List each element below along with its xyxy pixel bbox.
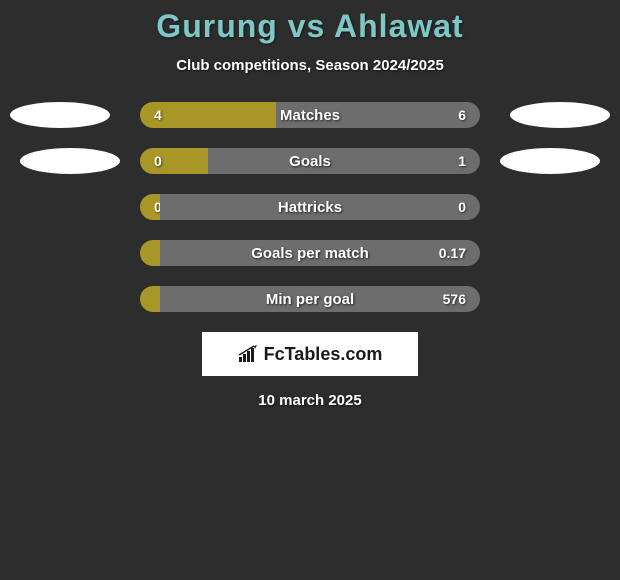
value-text: 1 [458, 153, 466, 169]
value-text: 576 [443, 291, 466, 307]
logo-text: FcTables.com [264, 344, 383, 365]
stat-left-value [140, 240, 160, 266]
stat-right-value: 1 [208, 148, 480, 174]
stat-left-value: 4 [140, 102, 276, 128]
player-right-marker [500, 148, 600, 174]
bar-chart-icon [238, 345, 260, 363]
stat-left-value: 0 [140, 148, 208, 174]
page-title: Gurung vs Ahlawat [0, 0, 620, 45]
logo: FcTables.com [238, 344, 383, 365]
stat-bar: 4 6 Matches [140, 102, 480, 128]
stat-left-value [140, 286, 160, 312]
stat-bar: 0 0 Hattricks [140, 194, 480, 220]
stat-row: 576 Min per goal [0, 286, 620, 312]
stat-row: 0.17 Goals per match [0, 240, 620, 266]
comparison-chart: 4 6 Matches 0 1 Goals 0 0 Hattricks 0.17… [0, 102, 620, 312]
stat-row: 4 6 Matches [0, 102, 620, 128]
player-right-marker [510, 102, 610, 128]
stat-row: 0 1 Goals [0, 148, 620, 174]
stat-right-value: 0 [160, 194, 480, 220]
page-subtitle: Club competitions, Season 2024/2025 [0, 57, 620, 74]
stat-right-value: 6 [276, 102, 480, 128]
date-text: 10 march 2025 [0, 392, 620, 409]
stat-right-value: 576 [160, 286, 480, 312]
stat-row: 0 0 Hattricks [0, 194, 620, 220]
value-text: 6 [458, 107, 466, 123]
stat-left-value: 0 [140, 194, 160, 220]
stat-right-value: 0.17 [160, 240, 480, 266]
stat-bar: 576 Min per goal [140, 286, 480, 312]
value-text: 0.17 [439, 245, 466, 261]
logo-box: FcTables.com [202, 332, 418, 376]
value-text: 4 [154, 107, 162, 123]
player-left-marker [10, 102, 110, 128]
value-text: 0 [458, 199, 466, 215]
stat-bar: 0 1 Goals [140, 148, 480, 174]
value-text: 0 [154, 153, 162, 169]
player-left-marker [20, 148, 120, 174]
stat-bar: 0.17 Goals per match [140, 240, 480, 266]
